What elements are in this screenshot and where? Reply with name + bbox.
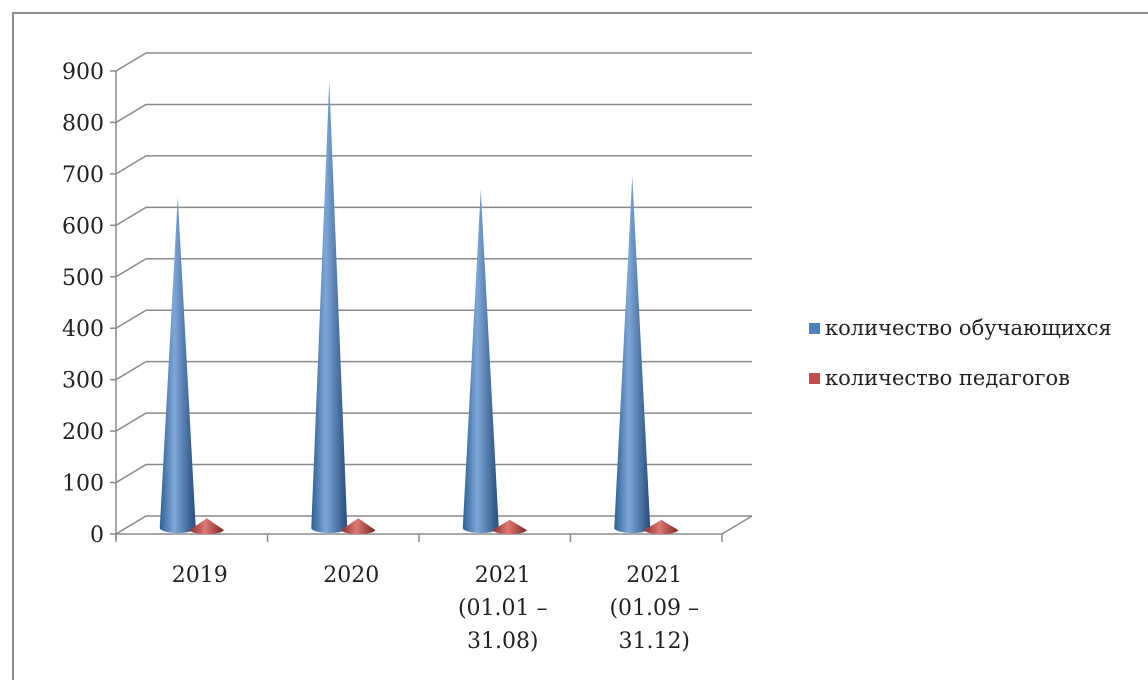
cone-students: [311, 81, 348, 534]
cone-students: [159, 197, 196, 534]
gridline-side: [115, 309, 147, 329]
y-tick-label: 0: [90, 523, 104, 548]
cone-students: [462, 189, 499, 534]
floor-right-edge: [721, 515, 753, 535]
cone-students: [614, 176, 651, 533]
axes: [110, 70, 753, 542]
legend: количество обучающихся количество педаго…: [809, 316, 1112, 390]
y-tick-label: 800: [62, 111, 104, 136]
legend-label-students: количество обучающихся: [825, 316, 1112, 340]
y-tick-label: 500: [62, 266, 104, 291]
y-tick-label: 600: [62, 214, 104, 239]
gridline-side: [115, 103, 147, 124]
legend-swatch-students: [809, 323, 820, 334]
gridline-side: [115, 52, 147, 72]
cone-teachers: [341, 518, 376, 534]
y-tick-label: 700: [62, 163, 104, 188]
cone-chart: 0 100 200 300 400 500 600 700 800 900 2019 2020 202…: [62, 52, 1112, 654]
x-category-label: 2021 (01.09 –31.12): [609, 563, 699, 654]
gridline-side: [115, 412, 147, 432]
y-tick-labels: 0 100 200 300 400 500 600 700 800 900: [62, 60, 104, 548]
cone-teachers: [492, 519, 527, 534]
y-tick-label: 300: [62, 369, 104, 394]
cone-teachers: [644, 519, 679, 534]
legend-swatch-teachers: [809, 373, 820, 384]
gridline-side: [115, 361, 147, 381]
legend-item-students: количество обучающихся: [809, 316, 1112, 340]
x-category-label: 2019: [172, 563, 228, 588]
cone-teachers: [189, 518, 224, 534]
gridline-side: [115, 258, 147, 278]
chart-marks: [159, 81, 679, 534]
gridlines: [115, 52, 752, 535]
legend-item-teachers: количество педагогов: [809, 366, 1070, 390]
y-tick-label: 100: [62, 472, 104, 497]
gridline-side: [115, 155, 147, 175]
gridline-side: [115, 463, 147, 484]
y-tick-label: 400: [62, 317, 104, 342]
y-tick-label: 200: [62, 420, 104, 445]
y-tick-label: 900: [62, 60, 104, 85]
gridline-side: [115, 515, 147, 535]
chart-frame: 0 100 200 300 400 500 600 700 800 900 2019 2020 202…: [12, 12, 1148, 680]
x-category-label: 2021 (01.01 –31.08): [458, 563, 548, 654]
gridline-side: [115, 206, 147, 226]
x-category-labels: 2019 2020 2021 (01.01 –31.08) 2021 (01.09 –31…: [172, 563, 699, 654]
x-category-label: 2020: [323, 563, 379, 588]
legend-label-teachers: количество педагогов: [825, 366, 1070, 390]
